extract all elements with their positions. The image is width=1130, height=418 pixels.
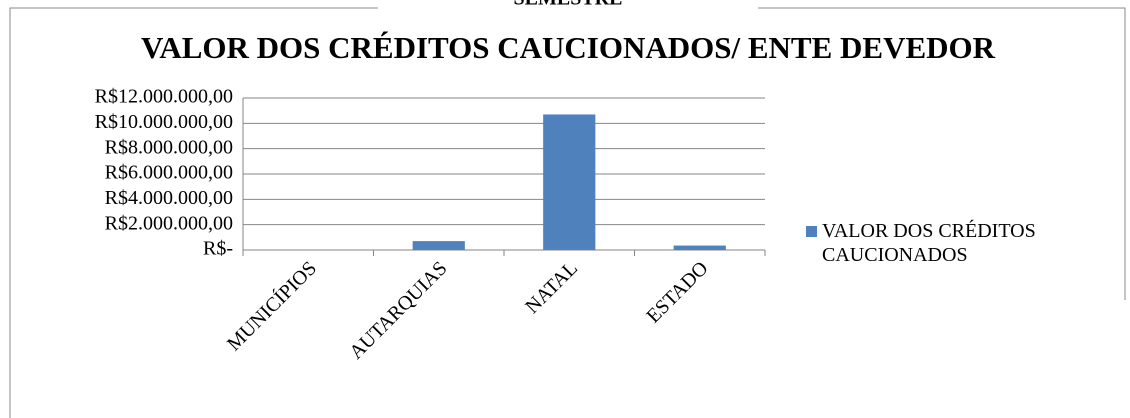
x-tick-label: NATAL — [521, 257, 582, 318]
y-tick-label: R$4.000.000,00 — [105, 187, 233, 209]
header: SEMESTRE — [514, 0, 623, 10]
legend-swatch — [806, 226, 817, 237]
x-tick-label: MUNICÍPIOS — [222, 257, 321, 356]
y-tick-label: R$2.000.000,00 — [105, 212, 233, 234]
x-tick-label: AUTARQUIAS — [345, 257, 451, 363]
frame — [9, 7, 1126, 418]
chart-title: VALOR DOS CRÉDITOS CAUCIONADOS/ ENTE DEV… — [141, 30, 996, 65]
x-tick-label: ESTADO — [642, 257, 712, 327]
bar — [673, 245, 726, 250]
y-tick-label: R$- — [203, 238, 233, 260]
y-tick-label: R$12.000.000,00 — [95, 86, 233, 108]
y-tick-label: R$6.000.000,00 — [105, 162, 233, 184]
bar — [543, 114, 596, 250]
y-tick-label: R$8.000.000,00 — [105, 136, 233, 158]
y-tick-label: R$10.000.000,00 — [95, 111, 233, 133]
legend: VALOR DOS CRÉDITOS CAUCIONADOS — [806, 219, 1122, 267]
legend-label: VALOR DOS CRÉDITOS CAUCIONADOS — [822, 220, 1036, 266]
bar — [412, 241, 465, 250]
